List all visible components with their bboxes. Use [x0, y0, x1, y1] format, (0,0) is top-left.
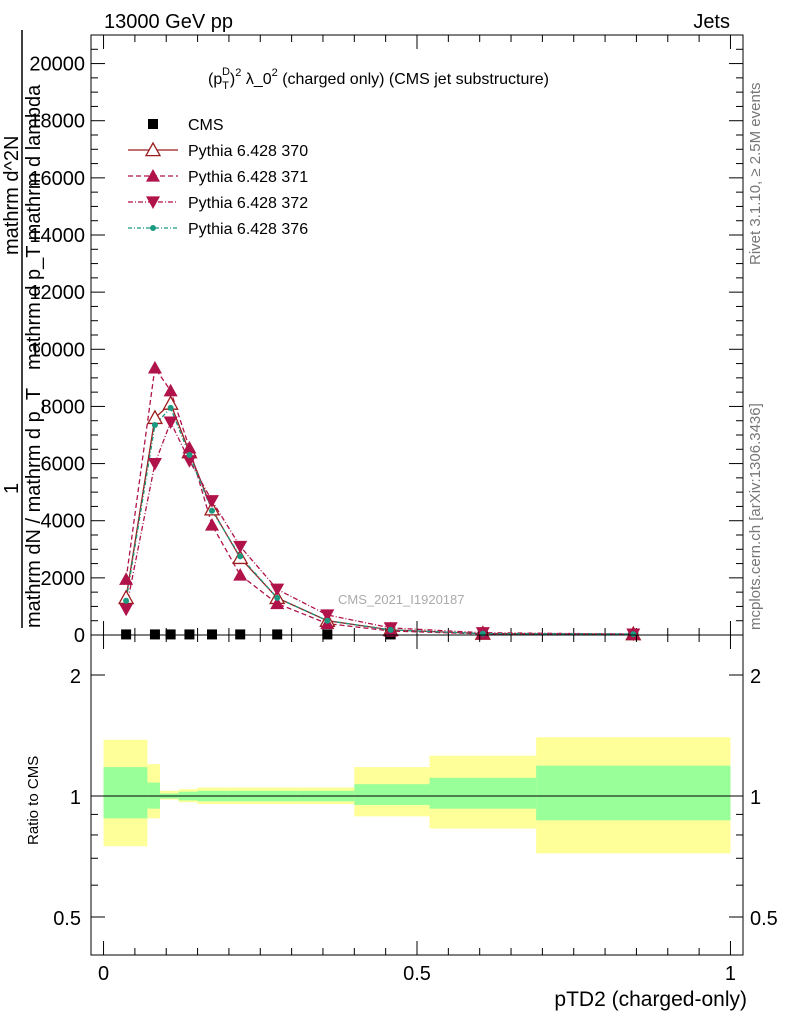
data-point-dot	[151, 422, 158, 428]
data-point-triangle-down	[233, 540, 248, 554]
y-tick-label: 8000	[41, 396, 86, 418]
data-point-triangle-down	[270, 583, 285, 597]
data-point-triangle-up	[204, 518, 219, 531]
data-point-square	[272, 629, 283, 640]
data-point-triangle-down	[182, 455, 197, 468]
data-point-triangle-up	[147, 360, 162, 374]
legend: CMS Pythia 6.428 370 Pythia 6.428 371 Pythi…	[128, 117, 308, 238]
main-y-axis-label: mathrm d^2N mathrm d p_T mathrm d lambda…	[1, 30, 45, 628]
data-point-dot	[150, 225, 156, 231]
x-tick-label: 0	[98, 963, 109, 985]
data-point-triangle-up	[119, 572, 134, 585]
mcplots-label: mcplots.cern.ch [arXiv:1306.3436]	[747, 403, 764, 630]
y-tick-label: 10000	[29, 339, 85, 361]
data-point-triangle-down	[146, 196, 160, 209]
ratio-stat-band	[103, 767, 148, 819]
data-point-square	[184, 629, 195, 640]
y-tick-label: 0	[74, 625, 85, 647]
data-point-square	[322, 629, 333, 640]
ylabel-line-1: mathrm d^2N	[1, 136, 23, 255]
data-point-dot	[479, 630, 486, 637]
data-point-square	[206, 629, 217, 640]
series-line	[125, 366, 634, 635]
data-point-square	[165, 629, 176, 640]
legend-label: Pythia 6.428 376	[188, 221, 308, 238]
y-tick-label: 4000	[41, 511, 86, 533]
ylabel-line-2: mathrm d p_T mathrm d lambda	[23, 84, 45, 370]
y-tick-label: 18000	[29, 111, 85, 133]
data-point-triangle-down	[320, 609, 335, 622]
ylabel-line-3: 1	[1, 483, 23, 494]
x-tick-label: 1	[725, 963, 736, 985]
main-series-group	[118, 360, 642, 642]
data-point-triangle-up	[146, 169, 160, 182]
data-point-dot	[630, 631, 637, 638]
data-point-square	[149, 629, 160, 640]
data-point-triangle-up	[270, 596, 285, 610]
x-axis-label: pTD2 (charged-only)	[554, 988, 747, 1011]
svg-text:(pTD)2 λ_02 (charged only) (CM: (pTD)2 λ_02 (charged only) (CMS jet subs…	[208, 66, 549, 92]
legend-label: CMS	[188, 117, 224, 134]
data-point-dot	[274, 594, 281, 601]
data-point-square	[148, 119, 158, 129]
series-line	[125, 420, 634, 635]
data-point-dot	[123, 597, 130, 604]
data-point-square	[235, 629, 246, 640]
plot-title: (pTD)2 λ_02 (charged only) (CMS jet subs…	[208, 66, 549, 92]
ratio-axis-ticks: 0.5 0.5 1 1 2 2 0 0.5 1	[53, 635, 778, 985]
y-tick-label: 16000	[29, 168, 85, 190]
x-tick-label: 0.5	[403, 963, 431, 985]
y-tick-label: 6000	[41, 454, 86, 476]
ratio-bands-group	[103, 737, 731, 854]
y-tick-label: 2000	[41, 568, 86, 590]
ratio-y-tick-label-right: 0.5	[750, 908, 778, 930]
rivet-label: Rivet 3.1.10, ≥ 2.5M events	[747, 83, 764, 266]
data-point-triangle-open	[144, 141, 162, 157]
ratio-y-tick-label-left: 2	[70, 666, 81, 688]
data-point-dot	[387, 626, 394, 633]
y-tick-label: 12000	[29, 282, 85, 304]
data-point-dot	[324, 617, 331, 624]
legend-label: Pythia 6.428 372	[188, 195, 308, 212]
data-point-triangle-down	[163, 416, 178, 430]
analysis-id: CMS_2021_I1920187	[338, 592, 465, 607]
data-point-triangle-down	[147, 457, 162, 471]
data-point-square	[121, 629, 132, 640]
data-point-triangle-up	[163, 383, 178, 397]
ratio-y-tick-label-right: 2	[750, 666, 761, 688]
ratio-y-tick-label-left: 1	[70, 787, 81, 809]
ratio-y-axis-label: Ratio to CMS	[25, 756, 42, 845]
energy-label: 13000 GeV pp	[104, 11, 233, 33]
ratio-stat-band	[429, 777, 537, 809]
legend-label: Pythia 6.428 371	[188, 169, 308, 186]
data-point-triangle-up	[182, 440, 197, 454]
data-point-dot	[208, 507, 215, 514]
y-tick-label: 20000	[29, 54, 85, 76]
data-point-dot	[167, 404, 174, 411]
ratio-stat-band	[536, 765, 731, 821]
data-point-triangle-down	[119, 603, 134, 617]
ylabel-line-4: mathrm dN / mathrm d p_T	[23, 388, 45, 628]
y-tick-label: 14000	[29, 225, 85, 247]
ratio-y-tick-label-right: 1	[750, 787, 761, 809]
data-point-dot	[186, 452, 193, 458]
data-point-triangle-up	[233, 568, 248, 581]
data-point-triangle-down	[204, 495, 219, 508]
legend-label: Pythia 6.428 370	[188, 143, 308, 160]
ratio-stat-band	[354, 784, 430, 805]
data-point-dot	[237, 553, 244, 560]
main-axis-ticks: 0 2000 4000 6000 8000 10000 12000 14000 16000 180…	[29, 34, 743, 647]
ratio-y-tick-label-left: 0.5	[53, 908, 81, 930]
category-label: Jets	[693, 11, 730, 33]
